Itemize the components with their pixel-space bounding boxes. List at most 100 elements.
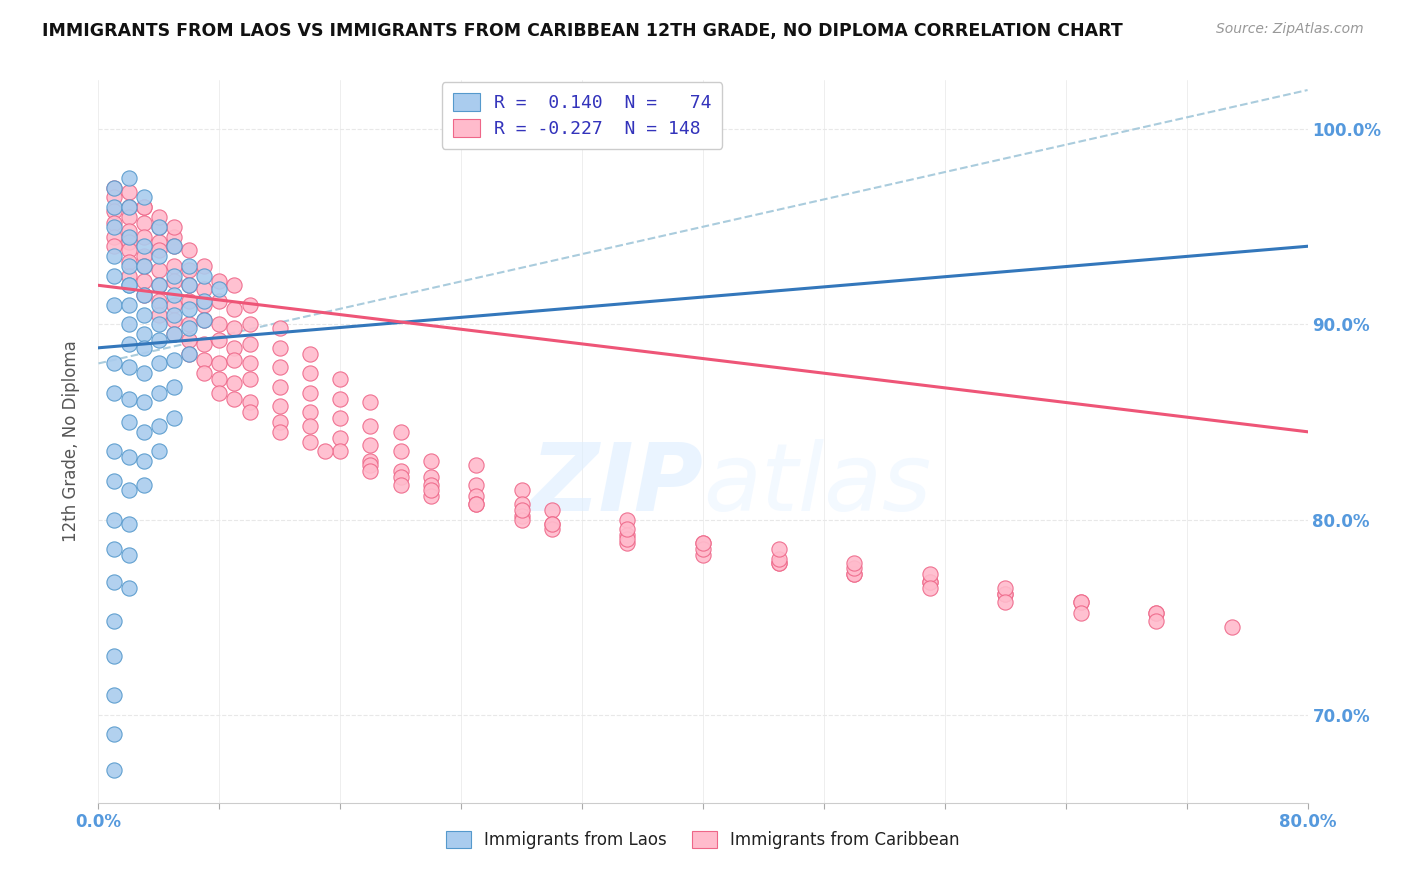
Point	[148, 262, 170, 277]
Point	[163, 352, 186, 367]
Point	[163, 327, 186, 342]
Point	[269, 425, 291, 439]
Point	[179, 301, 201, 316]
Point	[239, 372, 262, 386]
Text: ZIP: ZIP	[530, 439, 703, 531]
Point	[420, 469, 443, 483]
Point	[103, 385, 125, 400]
Point	[1144, 607, 1167, 621]
Point	[103, 298, 125, 312]
Point	[299, 418, 322, 433]
Point	[239, 356, 262, 370]
Point	[844, 567, 866, 582]
Point	[132, 249, 155, 263]
Point	[299, 366, 322, 380]
Point	[163, 298, 186, 312]
Point	[118, 581, 141, 595]
Point	[193, 268, 215, 283]
Point	[299, 434, 322, 449]
Point	[132, 239, 155, 253]
Point	[148, 210, 170, 224]
Point	[148, 293, 170, 308]
Point	[179, 262, 201, 277]
Point	[510, 497, 533, 511]
Point	[918, 575, 941, 590]
Point	[360, 464, 382, 478]
Point	[208, 318, 231, 332]
Point	[193, 366, 215, 380]
Point	[103, 249, 125, 263]
Legend: Immigrants from Laos, Immigrants from Caribbean: Immigrants from Laos, Immigrants from Ca…	[439, 824, 967, 856]
Point	[103, 180, 125, 194]
Point	[994, 587, 1017, 601]
Point	[148, 219, 170, 234]
Point	[193, 337, 215, 351]
Point	[239, 318, 262, 332]
Point	[118, 516, 141, 531]
Point	[994, 581, 1017, 595]
Point	[692, 536, 714, 550]
Point	[118, 548, 141, 562]
Point	[616, 523, 638, 537]
Point	[132, 200, 155, 214]
Point	[103, 649, 125, 664]
Point	[420, 454, 443, 468]
Point	[540, 516, 562, 531]
Point	[193, 293, 215, 308]
Point	[269, 360, 291, 375]
Point	[208, 282, 231, 296]
Point	[329, 444, 352, 458]
Point	[118, 200, 141, 214]
Point	[299, 385, 322, 400]
Point	[768, 556, 790, 570]
Point	[420, 477, 443, 491]
Point	[389, 444, 412, 458]
Text: Source: ZipAtlas.com: Source: ZipAtlas.com	[1216, 22, 1364, 37]
Point	[193, 313, 215, 327]
Point	[179, 318, 201, 332]
Point	[616, 532, 638, 546]
Point	[389, 477, 412, 491]
Point	[132, 259, 155, 273]
Point	[163, 219, 186, 234]
Point	[118, 210, 141, 224]
Point	[118, 337, 141, 351]
Point	[208, 385, 231, 400]
Point	[510, 483, 533, 498]
Point	[193, 259, 215, 273]
Point	[420, 483, 443, 498]
Point	[103, 689, 125, 703]
Point	[994, 587, 1017, 601]
Point	[118, 185, 141, 199]
Point	[132, 190, 155, 204]
Point	[224, 301, 246, 316]
Point	[118, 360, 141, 375]
Point	[224, 352, 246, 367]
Point	[540, 503, 562, 517]
Point	[132, 341, 155, 355]
Point	[465, 497, 488, 511]
Point	[224, 278, 246, 293]
Point	[103, 575, 125, 590]
Point	[269, 321, 291, 335]
Point	[179, 346, 201, 360]
Point	[148, 298, 170, 312]
Point	[420, 489, 443, 503]
Point	[193, 352, 215, 367]
Point	[148, 219, 170, 234]
Point	[1070, 607, 1092, 621]
Point	[179, 278, 201, 293]
Point	[616, 528, 638, 542]
Point	[239, 298, 262, 312]
Point	[224, 321, 246, 335]
Point	[118, 170, 141, 185]
Point	[389, 464, 412, 478]
Point	[103, 513, 125, 527]
Point	[118, 243, 141, 257]
Point	[299, 405, 322, 419]
Point	[208, 333, 231, 347]
Point	[360, 438, 382, 452]
Point	[163, 313, 186, 327]
Point	[918, 575, 941, 590]
Text: atlas: atlas	[703, 440, 931, 531]
